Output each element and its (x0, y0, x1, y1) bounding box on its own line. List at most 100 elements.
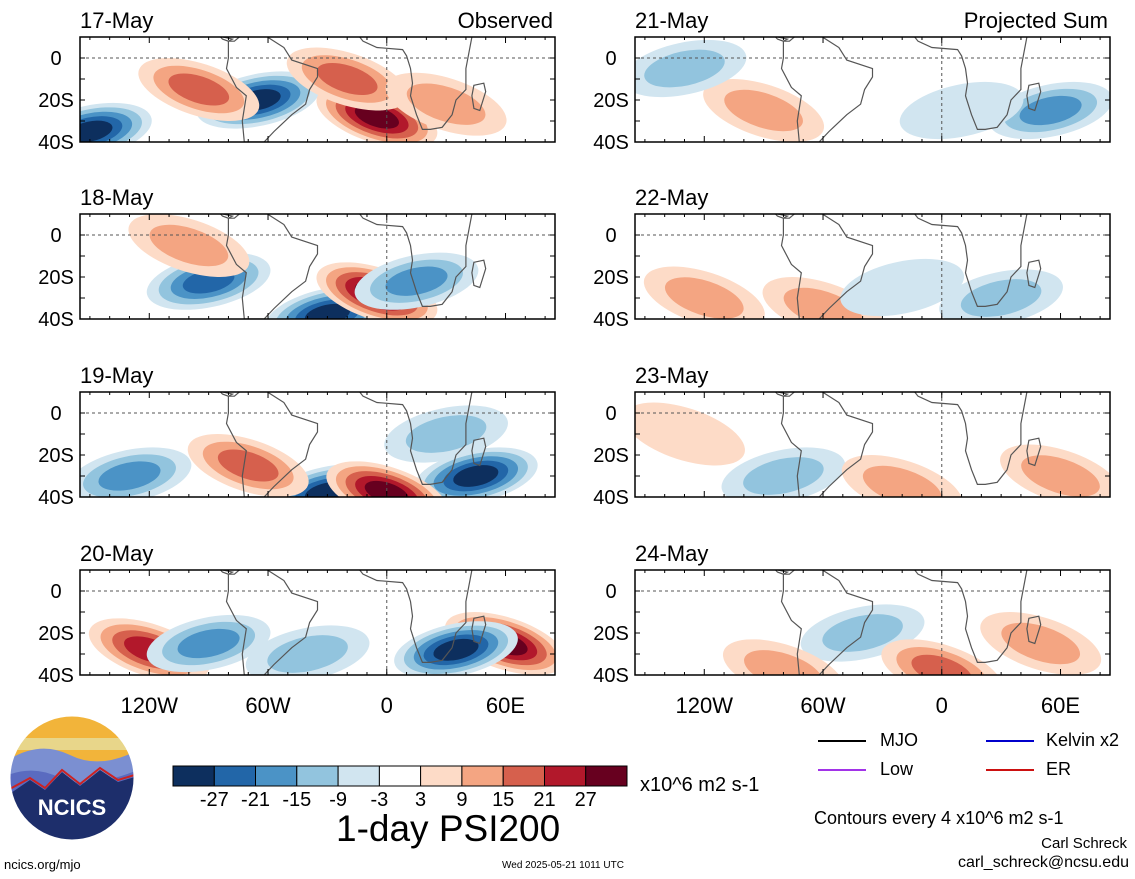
y-tick-label: 40S (593, 487, 629, 509)
legend-mjo-line (818, 740, 866, 742)
coastline-3 (219, 570, 235, 575)
psi-field (80, 37, 555, 142)
legend-low-label: Low (880, 759, 914, 779)
colorbar-label: -3 (371, 789, 389, 811)
timestamp: Wed 2025-05-21 1011 UTC (502, 860, 624, 871)
main-title: 1-day PSI200 (336, 808, 561, 849)
colorbar-swatch-10 (585, 765, 628, 787)
psi-anomaly-1-level-1 (1021, 455, 1100, 497)
psi-anomaly-2-level-1 (960, 279, 1042, 317)
colorbar-swatch-1 (213, 765, 257, 787)
psi-field (635, 214, 1110, 319)
psi-anomaly-4-level-2 (316, 62, 378, 96)
coastline-3 (774, 570, 790, 575)
colorbar-label: 15 (492, 789, 514, 811)
panel-18-may: 0 20S 40S 18-May (38, 185, 556, 331)
y-tick-label: 20S (38, 90, 74, 112)
coastline-0 (780, 392, 874, 497)
panel-type-label: Observed (458, 8, 553, 33)
legend-mjo-label: MJO (880, 730, 918, 750)
coastline-3 (219, 392, 235, 397)
panel-frame (79, 36, 556, 143)
panel-22-may: 0 20S 40S 22-May (593, 185, 1111, 331)
psi-field (635, 392, 1110, 497)
psi-anomaly-0-level-1 (664, 277, 744, 319)
psi-anomaly-2-level-1 (644, 49, 725, 88)
y-tick-label: 0 (50, 48, 61, 70)
panel-date-title: 24-May (635, 541, 708, 566)
y-tick-label: 40S (38, 309, 74, 331)
coastline-1 (913, 570, 1031, 664)
legend-er-line (986, 769, 1034, 771)
panel-frame (79, 391, 556, 498)
colorbar-label: 21 (533, 789, 555, 811)
site-url: ncics.org/mjo (4, 857, 81, 872)
colorbar-label: 9 (456, 789, 467, 811)
coastline-0 (225, 214, 319, 319)
x-tick-label: 120W (121, 693, 179, 718)
coastline-3 (219, 214, 235, 219)
coastline-2 (471, 82, 487, 112)
legend-low-line (818, 769, 866, 771)
psi-anomaly-3-level-0 (840, 258, 965, 317)
x-tick-label: 120W (676, 693, 734, 718)
psi-anomaly-2-level-2 (168, 73, 230, 106)
coastline-2 (471, 437, 487, 467)
colorbar-swatch-4 (337, 765, 380, 787)
coastline-0 (225, 570, 319, 675)
panel-20-may: 0 20S 40S 20-May 120W 60W 0 60E (38, 541, 556, 718)
coastline-0 (780, 214, 874, 319)
coastline-0 (780, 37, 874, 142)
coastline-2 (1026, 259, 1042, 289)
y-tick-label: 0 (50, 225, 61, 247)
coastline-2 (471, 615, 487, 645)
y-tick-label: 20S (38, 267, 74, 289)
colorbar-swatch-3 (296, 765, 339, 787)
psi-anomaly-0-level-2 (1019, 95, 1082, 126)
colorbar-swatch-0 (172, 765, 215, 787)
coastline-1 (358, 37, 476, 130)
psi-anomaly-3-level-2 (385, 266, 448, 296)
y-tick-label: 0 (605, 225, 616, 247)
psi-anomaly-0-level-1 (743, 457, 824, 495)
colorbar-label: 3 (415, 789, 426, 811)
psi-anomaly-3-level-2 (177, 628, 240, 659)
psi-anomaly-4-level-1 (267, 635, 348, 673)
psi-anomaly-5-level-1 (406, 83, 486, 125)
panel-frame (634, 36, 1111, 143)
psi-anomaly-1-level-1 (744, 650, 823, 675)
legend-er-label: ER (1046, 759, 1072, 779)
contour-interval-note: Contours every 4 x10^6 m2 s-1 (814, 808, 1064, 828)
logo-text: NCICS (38, 795, 106, 820)
colorbar-label: 27 (575, 789, 597, 811)
y-tick-label: 20S (38, 445, 74, 467)
colorbar-label: -27 (200, 789, 229, 811)
psi-anomaly-3-level-1 (1001, 622, 1081, 665)
panel-frame (79, 569, 556, 676)
panel-date-title: 20-May (80, 541, 153, 566)
panel-21-may: 0 20S 40S 21-May Projected Sum (593, 8, 1111, 154)
psi-field (80, 214, 555, 319)
panel-frame (634, 213, 1111, 320)
panel-date-title: 17-May (80, 8, 153, 33)
coastline-2 (1026, 82, 1042, 112)
coastline-3 (219, 37, 235, 42)
psi-anomaly-1-level-4 (453, 465, 499, 487)
ncics-logo: NCICS (9, 715, 135, 841)
colorbar-swatch-5 (378, 765, 422, 787)
coastline-1 (913, 214, 1031, 307)
y-tick-label: 20S (593, 267, 629, 289)
y-tick-label: 0 (605, 48, 616, 70)
colorbar-label: -15 (282, 789, 311, 811)
y-tick-label: 0 (605, 403, 616, 425)
colorbar-swatch-2 (255, 765, 298, 787)
psi-field (80, 392, 555, 497)
coastline-1 (913, 37, 1031, 130)
panel-24-may: 0 20S 40S 24-May 120W 60W 0 60E (593, 541, 1111, 718)
psi-field (635, 570, 1110, 675)
coastline-0 (780, 570, 874, 675)
y-tick-label: 40S (593, 309, 629, 331)
colorbar-swatch-8 (502, 765, 546, 787)
y-tick-label: 0 (50, 403, 61, 425)
panel-date-title: 22-May (635, 185, 708, 210)
